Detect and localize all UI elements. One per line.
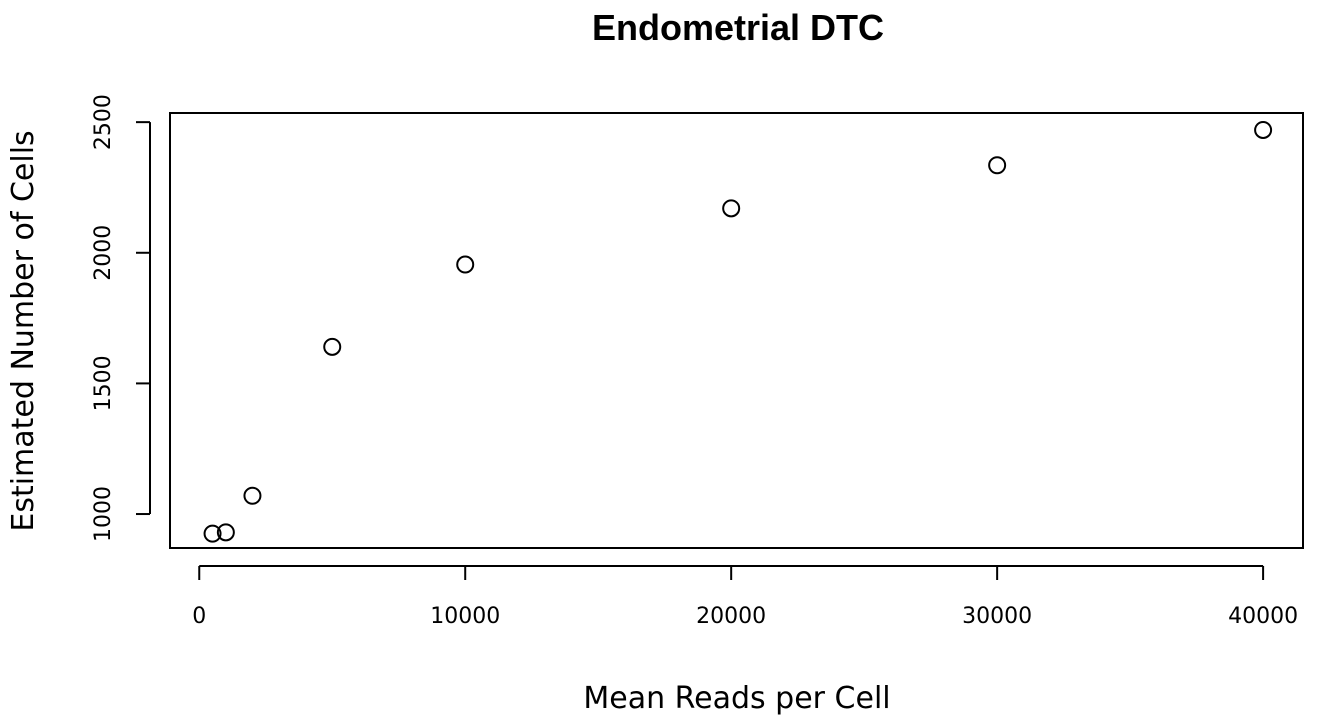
plot-frame bbox=[169, 112, 1304, 549]
y-axis-label: Estimated Number of Cells bbox=[6, 130, 41, 531]
x-tick-label: 30000 bbox=[962, 604, 1032, 629]
y-tick-label: 2000 bbox=[91, 225, 116, 281]
x-tick-label: 40000 bbox=[1228, 604, 1298, 629]
data-point bbox=[1254, 120, 1273, 139]
x-axis-label: Mean Reads per Cell bbox=[583, 681, 890, 716]
y-tick-label: 1500 bbox=[91, 355, 116, 411]
x-tick-label: 10000 bbox=[430, 604, 500, 629]
data-point bbox=[323, 337, 342, 356]
x-tick-label: 20000 bbox=[696, 604, 766, 629]
data-point bbox=[722, 199, 741, 218]
y-tick-label: 2500 bbox=[91, 94, 116, 150]
data-point bbox=[203, 524, 222, 543]
data-point bbox=[988, 156, 1007, 175]
data-point bbox=[243, 486, 262, 505]
y-axis: 1000 1500 2000 2500 bbox=[91, 94, 151, 542]
data-point bbox=[216, 523, 235, 542]
x-tick-label: 0 bbox=[192, 604, 206, 629]
data-point bbox=[456, 255, 475, 274]
y-tick-label: 1000 bbox=[91, 486, 116, 542]
x-axis: 0 10000 20000 30000 40000 bbox=[192, 565, 1298, 629]
chart-title: Endometrial DTC bbox=[592, 7, 884, 48]
data-points bbox=[203, 120, 1273, 543]
